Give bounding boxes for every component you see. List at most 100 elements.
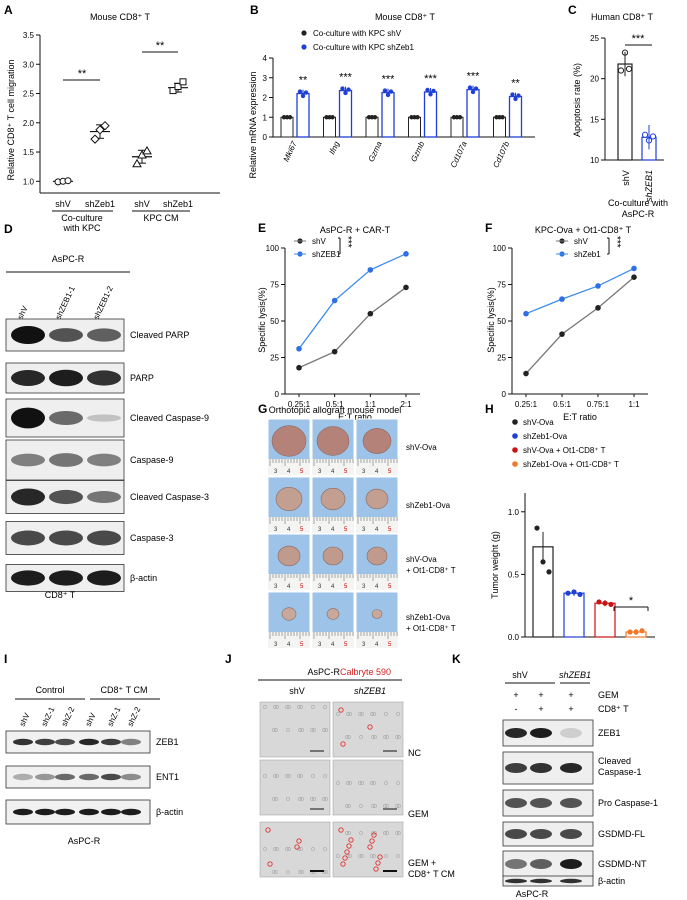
panel-d-header: AsPC-R [52, 254, 85, 264]
panel-h-ytick-label-0: 0.0 [508, 633, 520, 642]
panel-j-cell-1-0-8 [311, 774, 315, 778]
panel-j-cell-0-1-9 [359, 735, 363, 739]
panel-i-lane-0: shV [18, 711, 32, 728]
panel-j-cell-1-1-4 [360, 781, 364, 785]
panel-j-cell-2-1-6 [372, 854, 376, 858]
panel-i-group2: CD8⁺ T CM [101, 685, 148, 695]
panel-k-band-0-1 [530, 728, 552, 738]
panel-c-sig: *** [632, 33, 646, 45]
panel-a-title: Mouse CD8⁺ T [90, 12, 151, 22]
panel-j-cell-1-1-8 [384, 781, 388, 785]
panel-e-point-1-0 [296, 345, 302, 352]
panel-h-marks [532, 525, 647, 638]
panel-b-ytick-label-2: 2 [263, 94, 268, 103]
panel-d-lane-1: shV [16, 304, 30, 321]
panel-f-point-0-2 [595, 305, 601, 311]
panel-d-band-4-2 [87, 491, 121, 503]
panel-k-band-2-2 [560, 798, 582, 808]
panel-g-ruler-num-1-1-2: 5 [344, 527, 348, 533]
panel-a-point-2-0 [132, 158, 142, 168]
panel-b-point-shzeb1-3-0 [425, 87, 430, 93]
panel-j-cell-1-1-13 [383, 804, 387, 808]
panel-j-cell-2-1-10 [396, 854, 400, 858]
panel-j-cell-1-0-2 [275, 774, 279, 778]
panel-d-band-3-1 [49, 453, 83, 467]
panel-letter-j: J [225, 652, 232, 666]
panel-i-band-2-2 [55, 808, 75, 816]
panel-k-band-1-0 [505, 763, 527, 773]
panel-g-ruler-0-2 [356, 459, 398, 475]
panel-k-group1: shV [512, 670, 528, 680]
panel-j-cell-0-1-2 [348, 712, 352, 716]
panel-g-ruler-num-1-0-2: 5 [300, 527, 304, 533]
panel-g-ruler-num-0-0-1: 4 [287, 469, 291, 475]
panel-b-yticks: 0 1 2 3 4 [263, 54, 273, 142]
panel-f-marks [523, 265, 637, 377]
panel-j-cell-0-0-4 [287, 705, 291, 709]
panel-j-image-grid [259, 701, 404, 878]
panel-j-red-0-1-1 [367, 724, 373, 730]
panel-a-group2-label: KPC CM [143, 213, 178, 223]
panel-g-ruler-num-3-1-0: 3 [318, 642, 322, 648]
panel-g-tumor-2-1 [322, 546, 344, 566]
panel-b-point-shv-4-2 [457, 115, 463, 120]
panel-j-cell-0-0-3 [312, 728, 316, 732]
panel-f-ytick-label-4: 100 [493, 244, 507, 253]
panel-d-band-6-2 [87, 570, 121, 586]
panel-b-gene-labels: Mki67 Ifng Gzma Gzmb Cd107a Cd107b [282, 140, 512, 170]
panel-h-point-1-2 [577, 591, 583, 598]
panel-j-cell-1-1-16 [370, 781, 374, 785]
panel-j-cell-1-1-1 [373, 804, 377, 808]
panel-g-ruler-num-2-0-2: 5 [300, 584, 304, 590]
panel-j-red-0-1-2 [340, 741, 346, 747]
panel-i-lane-5: shZ-2 [126, 705, 143, 728]
panel-h-point-0-2 [546, 569, 552, 575]
panel-i-lane-2: shZ-2 [60, 705, 77, 728]
panel-i-group1: Control [35, 685, 64, 695]
panel-b-legend2-marker [301, 44, 307, 50]
panel-a-point-2-2 [142, 145, 152, 155]
panel-j-cell-1-0-13 [310, 797, 314, 801]
panel-b-bar-shv-4 [450, 116, 464, 138]
panel-j-cell-0-1-12 [346, 712, 350, 716]
panel-j-cell-1-0-1 [300, 797, 304, 801]
panel-j-cell-1-1-6 [372, 781, 376, 785]
panel-e-xtick-label-1: 0.5:1 [326, 400, 344, 409]
panel-g-ruler-num-0-0-2: 5 [300, 469, 304, 475]
panel-j-cell-0-1-13 [383, 735, 387, 739]
panel-b-ytick-label-3: 3 [263, 74, 268, 83]
panel-c-point-1-2 [649, 133, 657, 140]
panel-f-sig: *** [611, 236, 622, 248]
panel-f-point-1-2 [595, 283, 601, 289]
panel-a-point-1-2 [100, 120, 110, 131]
panel-a-chart: Mouse CD8⁺ T Relative CD8⁺ T cell migrat… [6, 12, 220, 233]
panel-k-gem-sign-2: + [568, 690, 573, 700]
panel-letters: A B C D E F G H I J K [4, 3, 577, 666]
panel-d-band-1-1 [49, 369, 83, 387]
panel-j-cell-2-1-13 [383, 831, 387, 835]
panel-d-lane-3: shZEB1-2 [92, 284, 115, 321]
panel-g-row-label-0: shV-Ova [406, 443, 437, 452]
panel-h-legend-label-3: shZeb1-Ova + Ot1-CD8⁺ T [523, 460, 619, 469]
panel-b-ytick-label-1: 1 [263, 113, 268, 122]
panel-b-bar-shv-2 [365, 116, 379, 138]
panel-k-band-4-2 [560, 859, 582, 869]
panel-c-caption2: AsPC-R [622, 209, 655, 219]
panel-g-ruler-num-0-1-2: 5 [344, 469, 348, 475]
panel-j-row-2: GEM [408, 809, 429, 819]
panel-g-ruler-num-1-0-1: 4 [287, 527, 291, 533]
panel-j-image-0-0 [259, 701, 331, 758]
panel-d-blot: AsPC-R shV shZEB1-1 shZEB1-2 Cleaved PAR… [5, 254, 209, 600]
panel-g-ruler-3-2 [356, 632, 398, 648]
panel-b-point-shzeb1-2-2 [388, 89, 394, 94]
panel-e-line-1 [298, 253, 407, 350]
panel-h-ytick-label-2: 1.0 [508, 508, 520, 517]
panel-g-tumor-3-2 [371, 609, 383, 619]
panel-j-red-2-1-0 [338, 827, 344, 833]
panel-d-band-0-2 [87, 328, 121, 342]
panel-i-footer: AsPC-R [68, 836, 101, 846]
panel-e-xtick-label-3: 2:1 [400, 400, 412, 409]
panel-k-band-2-0 [505, 798, 527, 808]
panel-k-gem-label: GEM [598, 690, 619, 700]
